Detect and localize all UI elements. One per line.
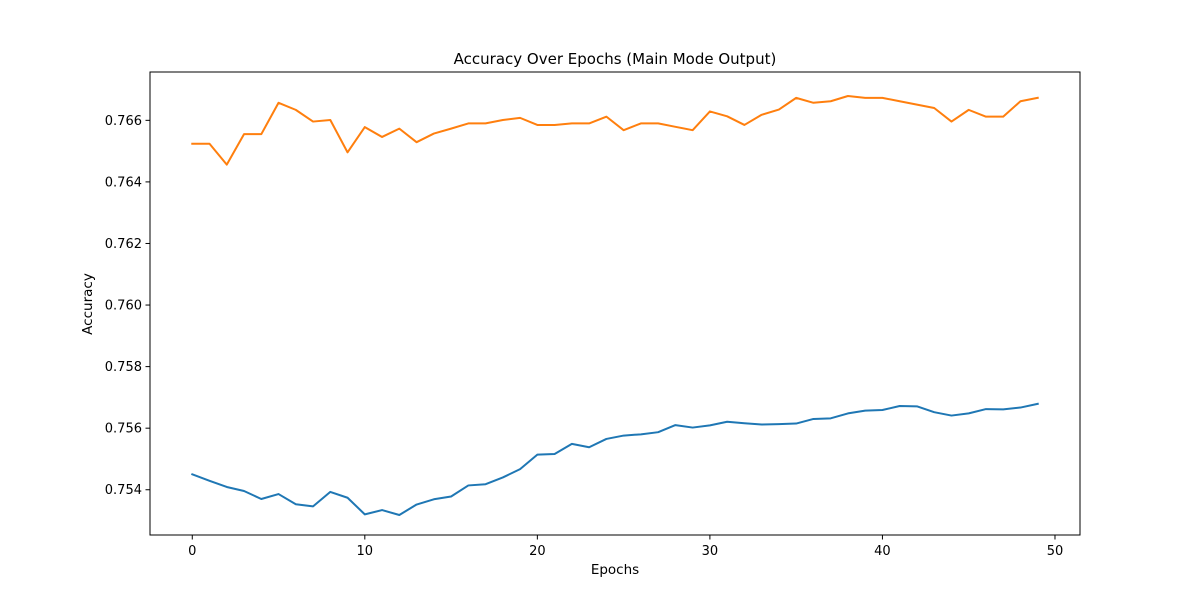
x-tick-label: 50 bbox=[1047, 544, 1064, 559]
x-tick-label: 40 bbox=[874, 544, 891, 559]
axes-layer: 0 10 20 30 40 50 0.754 0.756 0.758 0.760 0.762 0.76… bbox=[105, 71, 1081, 559]
x-tick-label: 20 bbox=[529, 544, 546, 559]
y-tick-label: 0.756 bbox=[105, 422, 142, 437]
y-tick-label: 0.754 bbox=[105, 483, 142, 498]
x-tick-label: 10 bbox=[357, 544, 374, 559]
series-2-line bbox=[191, 95, 1039, 166]
y-tick-label: 0.758 bbox=[105, 360, 142, 375]
x-tick-label: 0 bbox=[188, 544, 196, 559]
chart-title: Accuracy Over Epochs (Main Mode Output) bbox=[454, 50, 777, 68]
y-tick-label: 0.766 bbox=[105, 114, 142, 129]
series-1-line bbox=[190, 402, 1039, 516]
y-tick-label: 0.760 bbox=[105, 299, 142, 314]
plot-frame bbox=[149, 71, 1081, 536]
x-tick-label: 30 bbox=[702, 544, 719, 559]
y-tick-label: 0.762 bbox=[105, 237, 142, 252]
x-axis-label: Epochs bbox=[591, 562, 639, 578]
y-tick-label: 0.764 bbox=[105, 175, 142, 190]
y-axis-label: Accuracy bbox=[80, 273, 96, 335]
series-layer bbox=[190, 95, 1039, 516]
